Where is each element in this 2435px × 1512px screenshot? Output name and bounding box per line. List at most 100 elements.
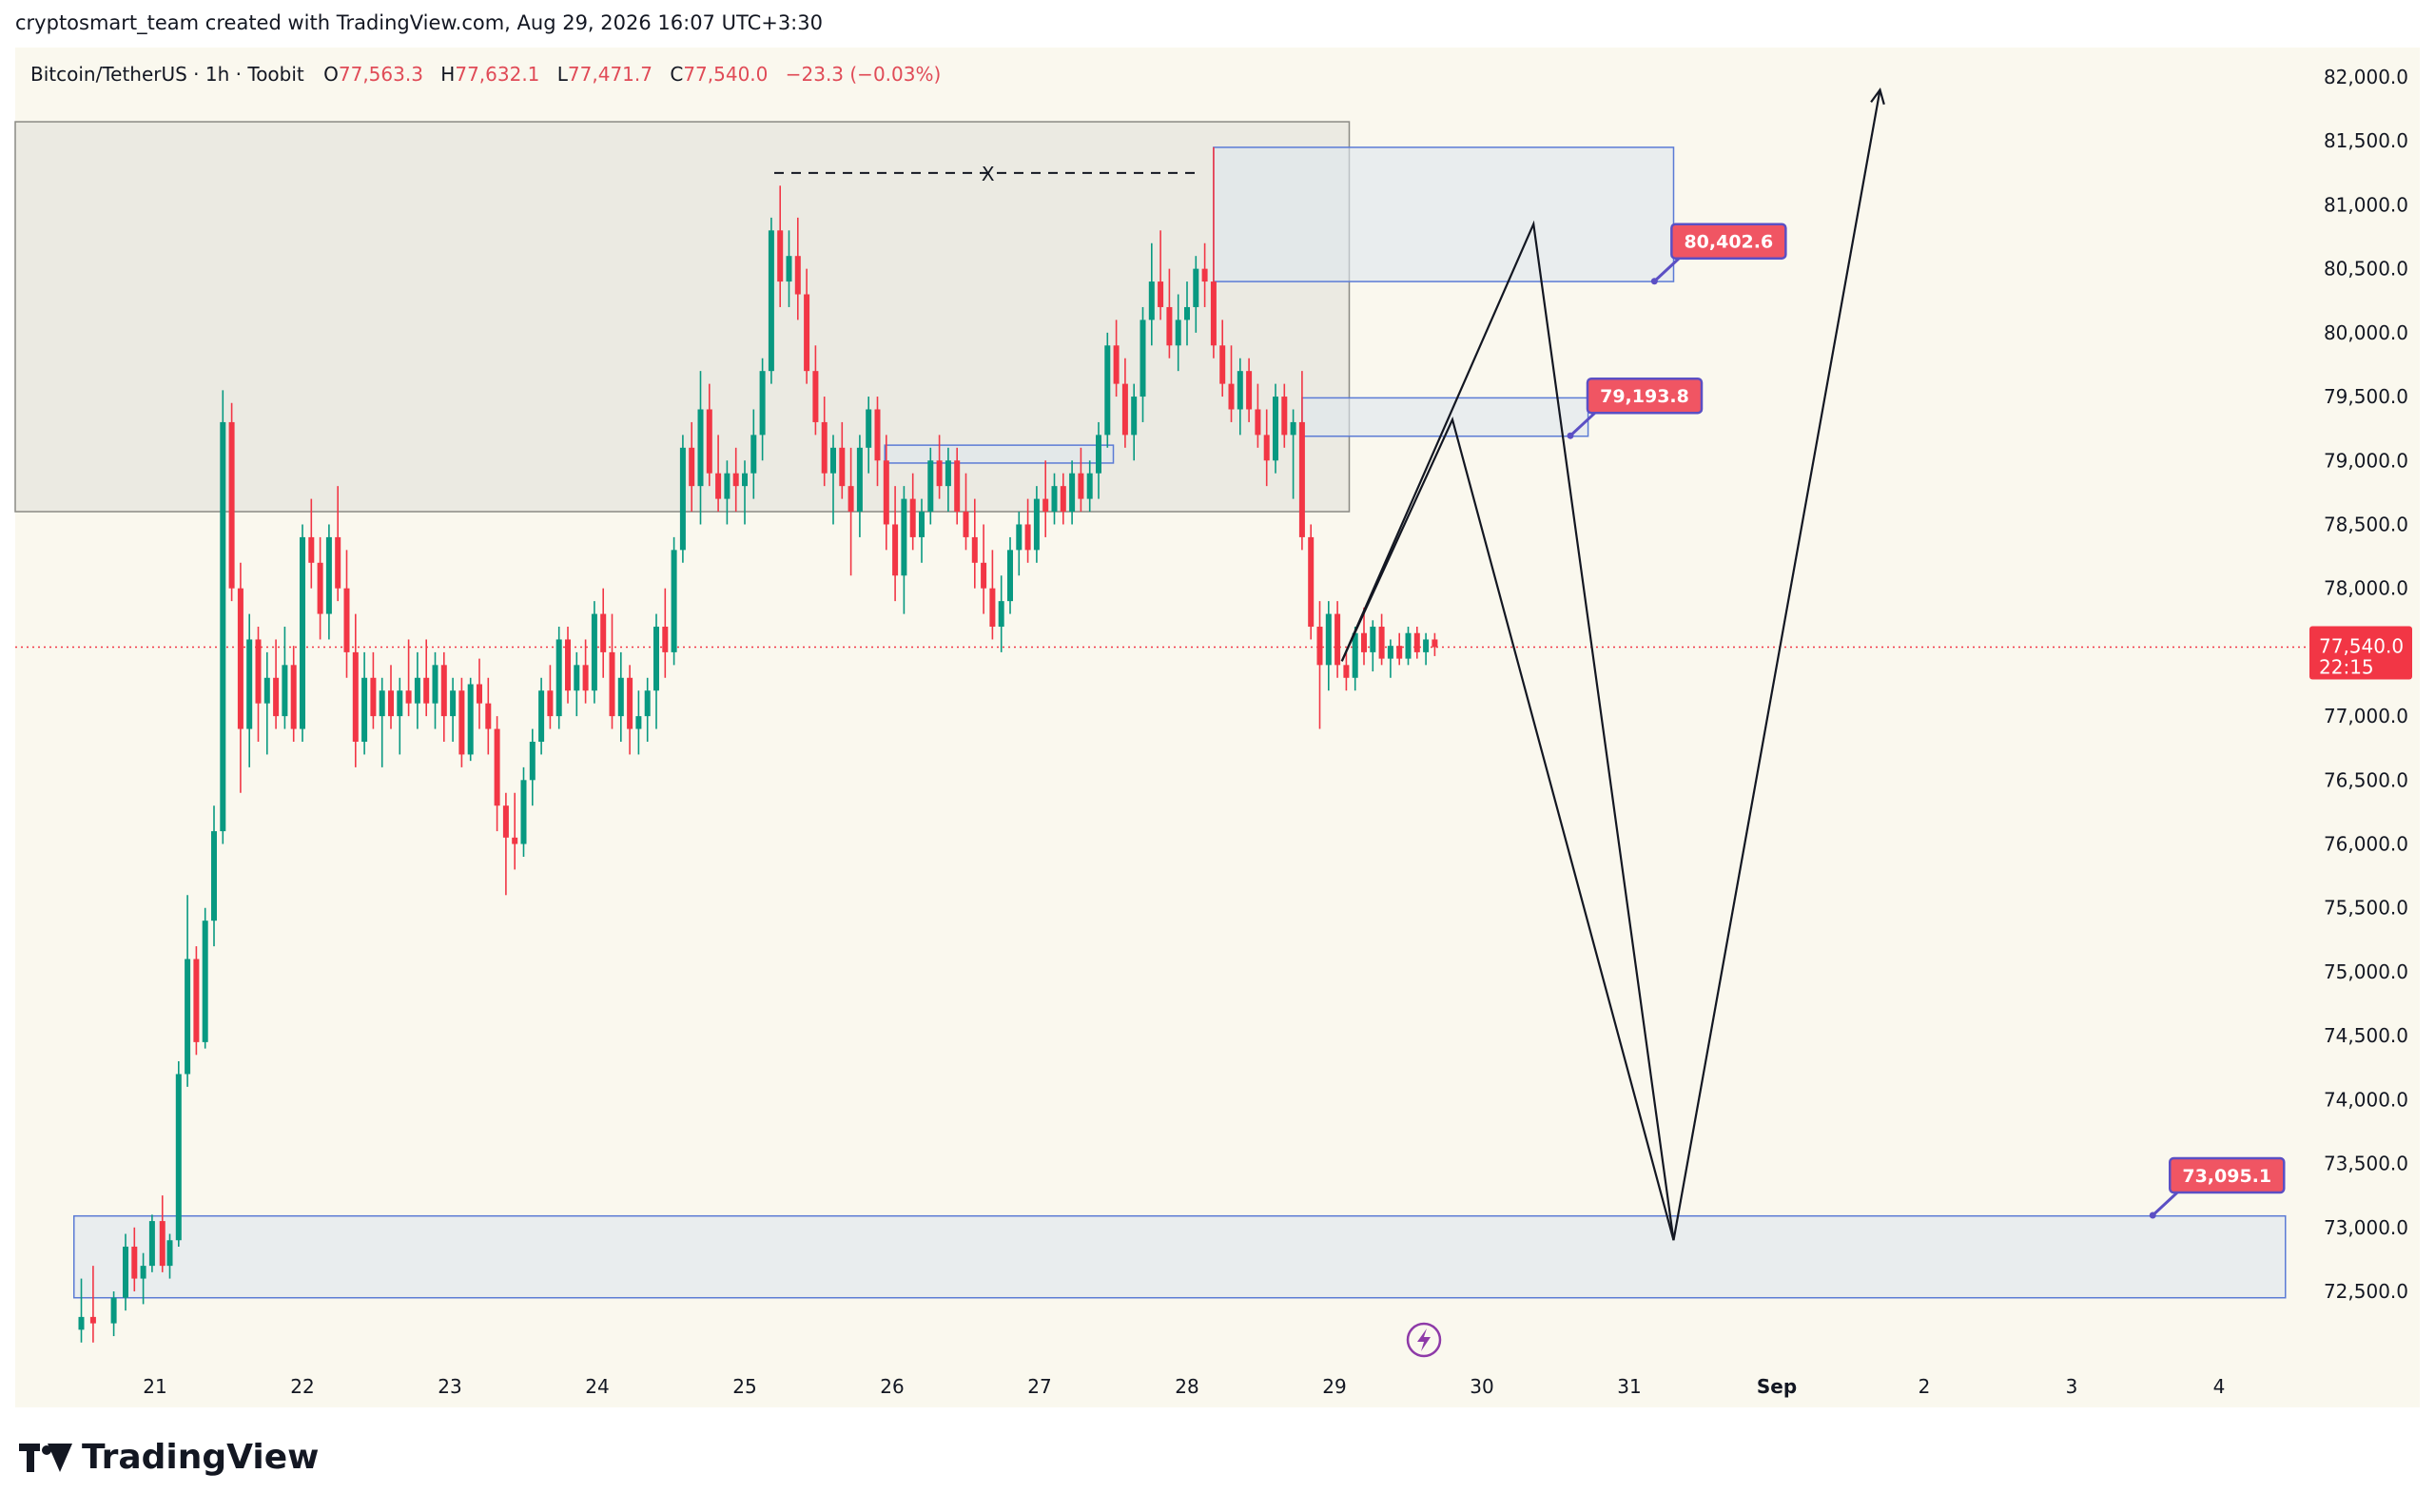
candle-body-86: [856, 447, 863, 513]
candle-body-62: [644, 690, 651, 717]
candle-body-54: [574, 665, 580, 691]
price-callout-box-0[interactable]: [1670, 223, 1787, 260]
x-tick-label: 27: [1027, 1375, 1051, 1398]
candle-body-93: [919, 512, 925, 537]
candle-body-1: [89, 1316, 96, 1324]
zone-box-3[interactable]: [884, 444, 1115, 464]
low-label: L: [556, 63, 568, 86]
candle-body-117: [1131, 397, 1138, 436]
candle-body-42: [467, 684, 474, 755]
candle-body-40: [450, 690, 457, 717]
price-callout-box-1[interactable]: [1586, 377, 1704, 415]
candle-body-13: [211, 831, 217, 921]
candle-body-127: [1219, 345, 1226, 384]
flash-event-icon[interactable]: [1406, 1322, 1442, 1358]
candle-body-96: [945, 460, 951, 487]
candle-body-3: [123, 1246, 128, 1298]
dashed-level-label: X: [982, 163, 995, 185]
candle-body-120: [1158, 281, 1164, 307]
zone-box-4[interactable]: [73, 1214, 2287, 1299]
candle-body-144: [1370, 627, 1376, 652]
candle-body-147: [1396, 646, 1403, 659]
x-tick-label: 2: [1919, 1375, 1931, 1398]
candle-body-47: [512, 837, 518, 844]
low-value: 77,471.7: [567, 63, 653, 86]
candle-body-56: [591, 613, 597, 691]
candle-body-16: [237, 588, 244, 729]
candle-body-97: [954, 460, 961, 513]
tradingview-brand[interactable]: TradingView: [19, 1438, 319, 1477]
candle-body-124: [1193, 268, 1199, 307]
candle-body-131: [1255, 409, 1261, 436]
candle-body-8: [166, 1240, 173, 1267]
candle-body-49: [529, 741, 536, 781]
current-price-badge[interactable]: [2309, 626, 2412, 680]
close-value: 77,540.0: [683, 63, 769, 86]
candle-body-92: [909, 498, 916, 537]
high-label: H: [440, 63, 456, 86]
candle-body-4: [131, 1246, 138, 1279]
candle-body-32: [379, 690, 385, 717]
zone-box-2[interactable]: [1301, 397, 1589, 437]
candle-body-28: [343, 588, 350, 652]
candle-body-90: [892, 524, 899, 576]
candle-body-106: [1033, 498, 1040, 551]
candle-body-140: [1334, 613, 1341, 666]
candle-body-5: [140, 1266, 146, 1279]
candle-body-25: [317, 562, 323, 614]
candle-body-142: [1352, 632, 1358, 678]
candle-body-53: [565, 639, 571, 691]
candle-body-51: [547, 690, 554, 717]
chart-caption: cryptosmart_team created with TradingVie…: [15, 11, 823, 34]
x-tick-label: 29: [1322, 1375, 1346, 1398]
candle-body-77: [777, 230, 784, 282]
y-tick-label: 79,500.0: [2324, 385, 2408, 408]
candle-body-138: [1316, 627, 1323, 666]
projection-arrow-head: [1870, 87, 1885, 106]
candle-body-12: [202, 921, 208, 1042]
symbol-name[interactable]: Bitcoin/TetherUS · 1h · Toobit: [30, 63, 304, 86]
candle-body-43: [477, 684, 482, 704]
candle-body-60: [627, 677, 633, 729]
candle-body-24: [308, 536, 315, 563]
y-tick-label: 82,000.0: [2324, 66, 2408, 88]
candle-body-71: [724, 473, 730, 499]
projection-path-2[interactable]: [1672, 89, 1881, 1241]
candle-body-130: [1246, 371, 1253, 410]
projection-path-1[interactable]: [1340, 220, 1675, 1241]
candle-body-57: [600, 613, 607, 652]
candle-body-9: [175, 1074, 182, 1241]
symbol-legend: Bitcoin/TetherUS · 1h · Toobit O77,563.3…: [30, 63, 952, 86]
x-tick-label: 25: [732, 1375, 756, 1398]
projection-path-0[interactable]: [1340, 417, 1675, 1241]
candle-body-110: [1069, 473, 1076, 513]
zone-box-1[interactable]: [1213, 146, 1675, 282]
lightning-icon: [1417, 1328, 1431, 1351]
y-tick-label: 73,500.0: [2324, 1153, 2408, 1175]
candle-body-114: [1104, 345, 1111, 436]
price-callout-anchor-2[interactable]: [2149, 1212, 2156, 1219]
candle-body-113: [1096, 435, 1101, 474]
candle-body-15: [228, 421, 235, 589]
candle-body-94: [927, 460, 934, 513]
price-callout-anchor-1[interactable]: [1567, 432, 1574, 439]
candle-body-84: [839, 447, 846, 487]
candle-body-14: [220, 421, 226, 832]
candle-body-88: [874, 409, 881, 461]
price-callout-box-2[interactable]: [2169, 1156, 2286, 1194]
candle-body-104: [1016, 524, 1023, 551]
candle-body-26: [325, 536, 332, 614]
candle-body-10: [185, 959, 191, 1075]
y-tick-label: 77,000.0: [2324, 705, 2408, 727]
candle-body-59: [617, 677, 624, 717]
candle-body-139: [1325, 613, 1332, 666]
candle-body-66: [679, 447, 686, 551]
y-tick-label: 81,500.0: [2324, 129, 2408, 152]
candle-body-55: [582, 665, 589, 691]
candle-body-134: [1281, 397, 1288, 436]
price-callout-anchor-0[interactable]: [1650, 278, 1658, 285]
candle-body-2: [110, 1297, 117, 1324]
candle-body-30: [361, 677, 368, 742]
candle-body-107: [1042, 498, 1049, 513]
